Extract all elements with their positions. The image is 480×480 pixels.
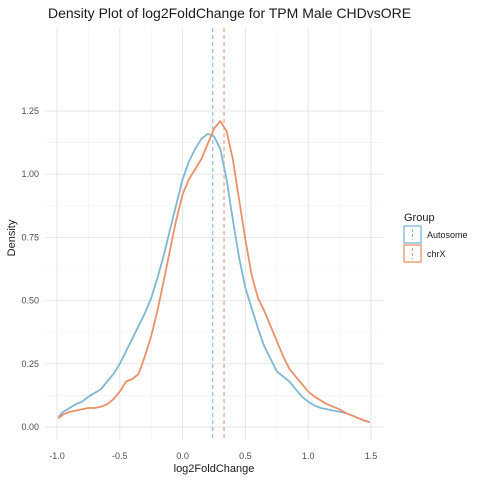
x-tick-label: -0.5 bbox=[112, 451, 128, 461]
legend-label-autosome: Autosome bbox=[427, 230, 468, 240]
mean-lines bbox=[212, 28, 225, 440]
y-axis-title: Density bbox=[6, 219, 18, 256]
y-tick-label: 0.00 bbox=[21, 422, 39, 432]
x-axis-ticks: -1.0 -0.5 0.0 0.5 1.0 1.5 bbox=[49, 451, 377, 461]
y-axis-ticks: 0.00 0.25 0.50 0.75 1.00 1.25 bbox=[21, 106, 39, 432]
y-tick-label: 1.25 bbox=[21, 106, 39, 116]
x-tick-label: 1.0 bbox=[302, 451, 315, 461]
chart-title: Density Plot of log2FoldChange for TPM M… bbox=[48, 5, 411, 21]
y-tick-label: 0.50 bbox=[21, 296, 39, 306]
x-tick-label: -1.0 bbox=[49, 451, 65, 461]
x-tick-label: 0.5 bbox=[239, 451, 252, 461]
series-line-autosome bbox=[57, 132, 370, 423]
x-tick-label: 0.0 bbox=[176, 451, 189, 461]
series-line-chrx bbox=[57, 120, 370, 424]
x-axis-title: log2FoldChange bbox=[174, 463, 255, 475]
series-lines bbox=[57, 120, 370, 424]
legend-label-chrx: chrX bbox=[427, 249, 446, 259]
x-tick-label: 1.5 bbox=[365, 451, 378, 461]
legend-title: Group bbox=[404, 212, 435, 224]
grid bbox=[45, 28, 383, 440]
y-tick-label: 0.75 bbox=[21, 232, 39, 242]
legend: Group Autosome chrX bbox=[403, 212, 468, 263]
y-tick-label: 0.25 bbox=[21, 359, 39, 369]
y-tick-label: 1.00 bbox=[21, 169, 39, 179]
